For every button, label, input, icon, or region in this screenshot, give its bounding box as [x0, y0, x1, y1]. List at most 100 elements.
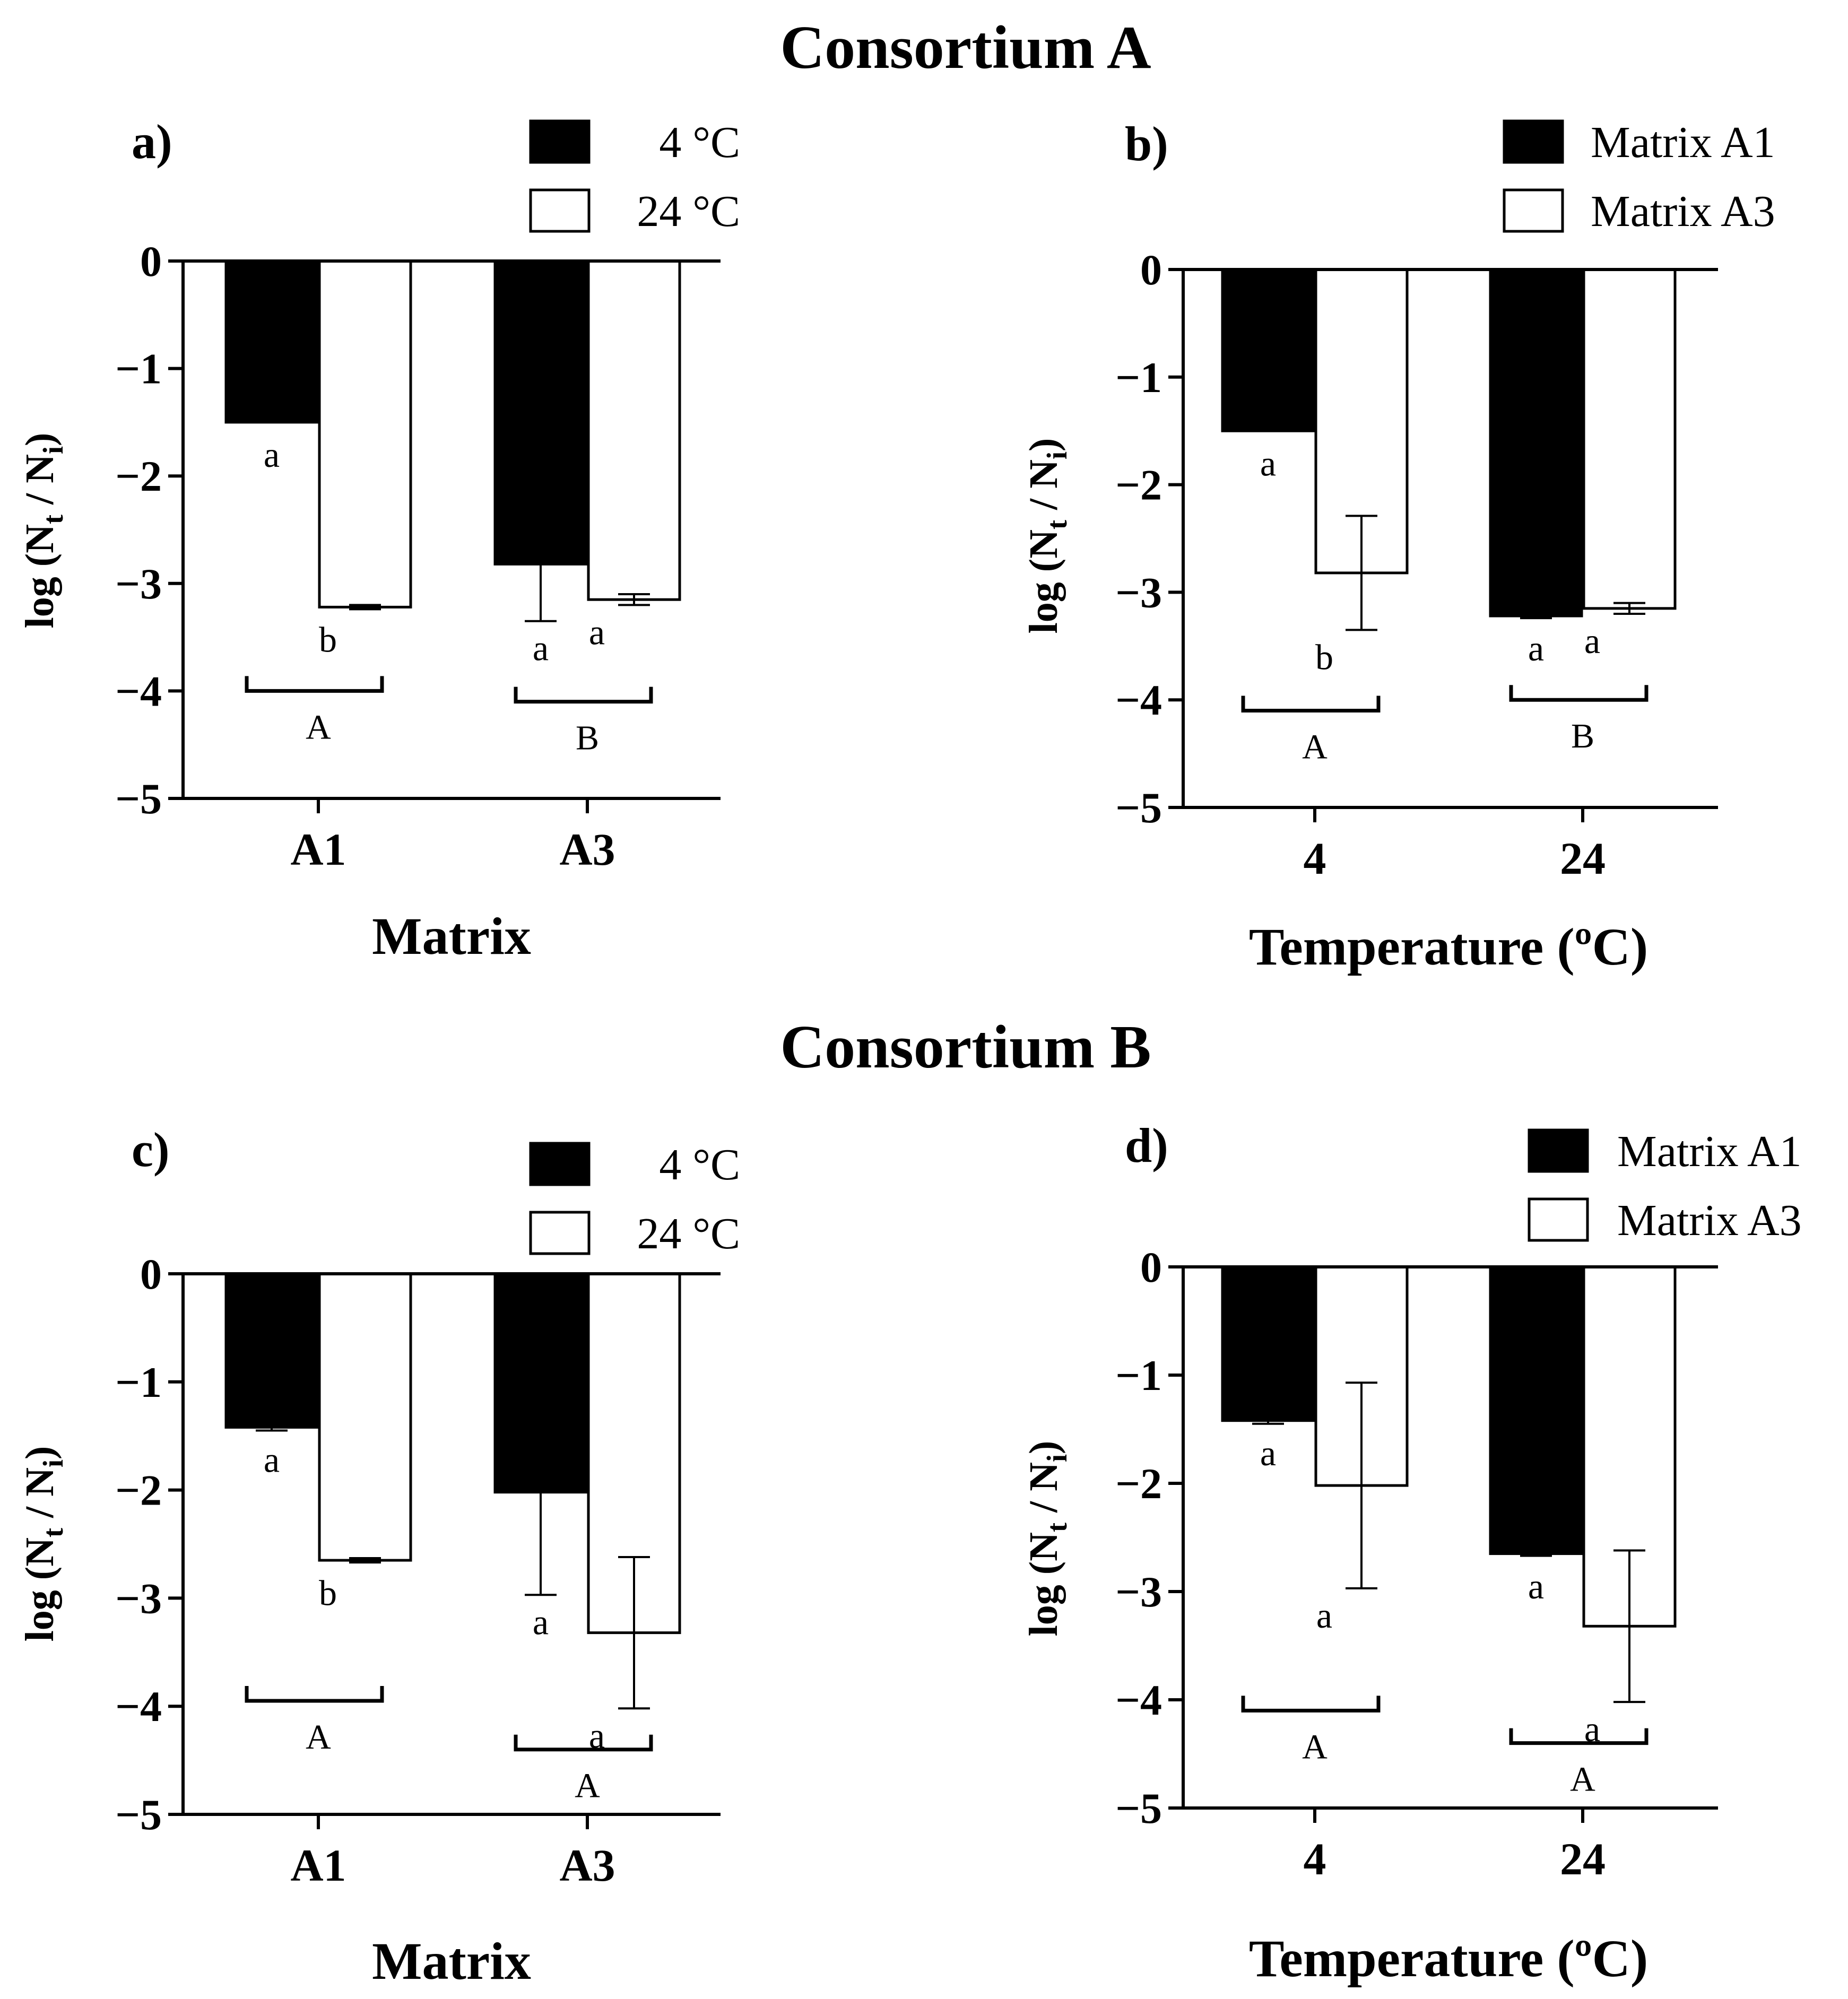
y-tick-label: −5 — [115, 775, 162, 823]
panel-c: c) 4 °C24 °CabAA1aaAA30−1−2−3−4−5Matrixlo… — [18, 1123, 740, 1991]
significance-letter: b — [319, 1572, 337, 1613]
y-tick-label: −4 — [1115, 1676, 1162, 1724]
y-tick-label: −3 — [115, 560, 162, 608]
group-letter: B — [1571, 717, 1594, 755]
legend-swatch-1 — [529, 119, 591, 164]
y-axis-title-subscript: i — [1041, 1454, 1073, 1462]
y-tick-label: −1 — [115, 1358, 162, 1406]
y-axis-title-subscript: t — [37, 1528, 69, 1537]
y-tick-label: −2 — [115, 1466, 162, 1515]
y-axis-title-part: ) — [18, 1446, 62, 1459]
x-tick-label-A1: A1 — [290, 1840, 346, 1891]
x-tick-label-4: 4 — [1304, 833, 1326, 884]
y-axis-title-subscript: i — [37, 1459, 69, 1467]
y-axis-title-subscript: t — [1041, 520, 1073, 529]
group-bracket — [1241, 1696, 1381, 1713]
y-tick-label: −2 — [1115, 1459, 1162, 1508]
legend-label-2: Matrix A3 — [1617, 1196, 1802, 1245]
legend-label-2: 24 °C — [637, 1209, 740, 1258]
y-tick-label: 0 — [140, 1250, 162, 1298]
y-axis-title-part: log (N — [18, 1537, 62, 1641]
y-axis-title-part: / N — [1021, 1462, 1066, 1523]
panel-label: c) — [132, 1123, 169, 1177]
y-tick-label: −3 — [1115, 1568, 1162, 1616]
panel-label: d) — [1125, 1118, 1168, 1172]
y-axis-title: log (Nt / Ni) — [1021, 1441, 1073, 1637]
legend-label-1: Matrix A1 — [1617, 1127, 1802, 1176]
significance-letter: a — [1316, 1595, 1332, 1636]
legend-swatch-1 — [1528, 1128, 1589, 1173]
y-axis-title-part: / N — [18, 1467, 62, 1528]
y-tick-label: −4 — [115, 667, 162, 715]
y-axis-title-part: / N — [18, 454, 62, 515]
bar-4-series-2 — [1314, 1265, 1409, 1487]
x-tick-label-A3: A3 — [559, 1840, 615, 1891]
significance-letter: a — [1528, 628, 1544, 668]
y-tick-label: −3 — [115, 1574, 162, 1622]
bar-24-series-2 — [1582, 268, 1677, 610]
legend-label-1: 4 °C — [659, 1140, 740, 1189]
y-axis-title-part: ) — [1021, 438, 1066, 451]
y-tick-label: −1 — [1115, 1351, 1162, 1400]
bar-A3-series-1 — [493, 1272, 588, 1494]
significance-letter: a — [533, 1602, 549, 1642]
y-tick-label: −2 — [115, 452, 162, 500]
y-tick-label: 0 — [1140, 1243, 1162, 1291]
significance-letter: a — [264, 434, 280, 475]
group-letter: A — [306, 708, 331, 746]
legend-swatch-2 — [529, 1211, 591, 1255]
legend-swatch-2 — [529, 188, 591, 233]
group-bracket — [245, 676, 384, 693]
x-tick-label-A3: A3 — [559, 824, 615, 875]
panel-label: a) — [132, 115, 172, 169]
y-tick-label: −1 — [1115, 353, 1162, 402]
y-tick-label: −2 — [1115, 461, 1162, 509]
bar-A1-series-1 — [224, 259, 319, 424]
y-axis-title: log (Nt / Ni) — [1021, 438, 1073, 634]
legend-swatch-2 — [1528, 1197, 1589, 1242]
y-tick-label: 0 — [1140, 246, 1162, 294]
significance-letter: a — [1260, 1433, 1276, 1473]
group-letter: A — [306, 1718, 331, 1757]
y-axis-title-part: ) — [18, 433, 62, 446]
y-axis-title-subscript: t — [37, 515, 69, 524]
group-letter: B — [576, 719, 599, 758]
group-bracket — [1241, 696, 1381, 712]
x-axis-title: Temperature (ºC) — [1249, 917, 1648, 976]
bar-A1-series-1 — [224, 1272, 319, 1429]
y-tick-label: −5 — [115, 1791, 162, 1839]
significance-letter: b — [1315, 637, 1333, 677]
y-tick-label: −3 — [1115, 568, 1162, 616]
significance-letter: a — [589, 612, 605, 652]
significance-letter: a — [264, 1440, 280, 1480]
y-axis-title-subscript: i — [37, 446, 69, 454]
section-title-consortium-a: Consortium A — [780, 14, 1151, 82]
legend-swatch-1 — [1503, 119, 1564, 164]
x-tick-label-A1: A1 — [290, 824, 346, 875]
group-letter: A — [575, 1767, 600, 1805]
y-tick-label: −5 — [1115, 784, 1162, 832]
bar-24-series-1 — [1489, 268, 1583, 618]
y-axis-title-subscript: i — [1041, 451, 1073, 459]
legend-swatch-2 — [1503, 188, 1564, 233]
y-tick-label: −4 — [115, 1682, 162, 1731]
bar-24-series-1 — [1489, 1265, 1583, 1555]
y-axis-title-part: log (N — [1021, 529, 1066, 633]
significance-letter: a — [1528, 1566, 1544, 1606]
legend-label-1: Matrix A1 — [1591, 118, 1775, 167]
y-axis-title-part: / N — [1021, 459, 1066, 520]
y-axis-title: log (Nt / Ni) — [18, 1446, 69, 1642]
bar-A1-series-2 — [318, 259, 412, 609]
y-tick-label: −5 — [1115, 1784, 1162, 1832]
significance-letter: b — [319, 620, 337, 660]
x-tick-label-24: 24 — [1560, 833, 1606, 884]
group-letter: A — [1302, 727, 1328, 766]
group-bracket — [514, 1734, 653, 1752]
legend-label-2: 24 °C — [637, 187, 740, 236]
y-axis-title: log (Nt / Ni) — [18, 433, 69, 629]
bar-4-series-1 — [1221, 268, 1315, 432]
